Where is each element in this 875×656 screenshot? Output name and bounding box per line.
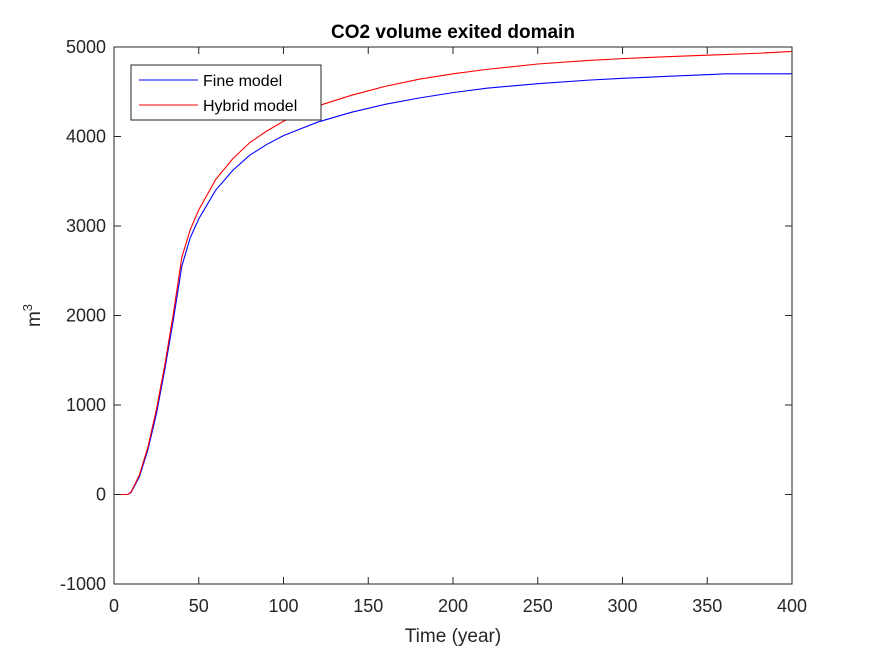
x-tick-label: 200: [438, 596, 468, 616]
y-tick-label: 4000: [66, 127, 106, 147]
y-tick-label: 2000: [66, 306, 106, 326]
x-tick-label: 250: [523, 596, 553, 616]
x-tick-label: 300: [607, 596, 637, 616]
tick-layer: 0 50 100 150 200 250 300 350 400-100001000200030…: [60, 37, 807, 616]
chart-title: CO2 volume exited domain: [331, 22, 575, 43]
x-tick-label: 100: [268, 596, 298, 616]
legend-box: [130, 64, 322, 121]
x-tick-label: 50: [189, 596, 209, 616]
y-tick-label: 0: [96, 485, 106, 505]
y-axis-label: m3: [20, 304, 45, 327]
series-layer: [114, 50, 793, 496]
x-axis-label: Time (year): [405, 626, 501, 647]
legend: Fine model Hybrid model: [130, 64, 322, 121]
y-tick-label: 1000: [66, 395, 106, 415]
y-axis-label-base: m: [24, 311, 45, 327]
x-tick-label: 150: [353, 596, 383, 616]
series-line-fine-model: [114, 73, 792, 496]
x-tick-label: 350: [692, 596, 722, 616]
y-axis-label-group: m3: [20, 304, 45, 327]
y-tick-label: 3000: [66, 216, 106, 236]
y-axis-label-superscript: 3: [20, 304, 35, 311]
x-tick-label: 400: [777, 596, 807, 616]
y-tick-label: -1000: [60, 574, 106, 594]
legend-label-hybrid-model: Hybrid model: [203, 98, 297, 115]
legend-label-fine-model: Fine model: [203, 73, 282, 90]
series-line-hybrid-model: [114, 50, 793, 496]
x-tick-label: 0: [109, 596, 119, 616]
plot-area: [114, 47, 792, 584]
y-tick-label: 5000: [66, 37, 106, 57]
